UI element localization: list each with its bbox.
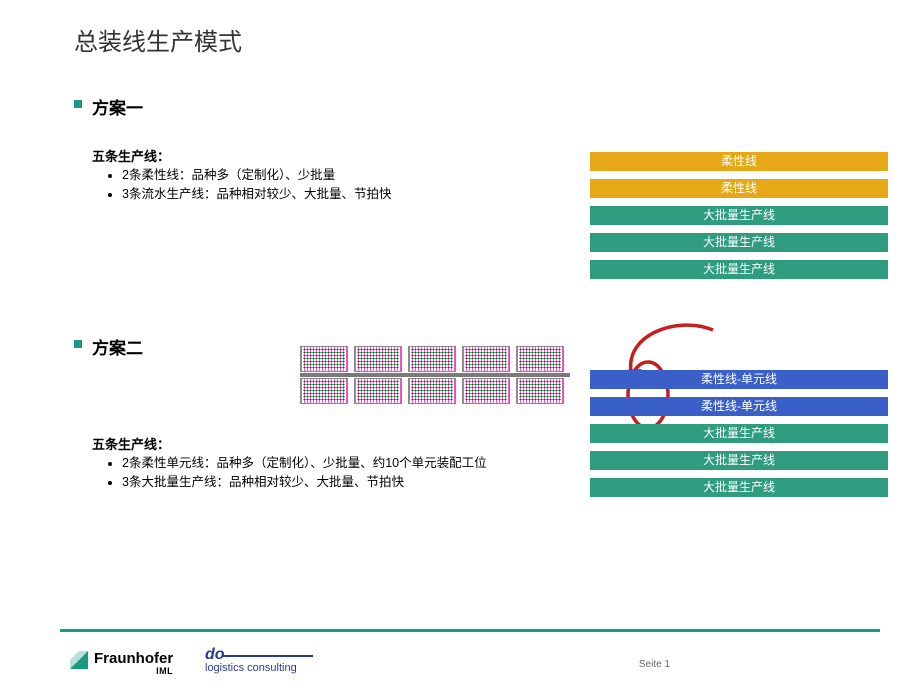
- production-line-bar: 大批量生产线: [590, 424, 888, 443]
- do-logo-sub: logistics consulting: [205, 662, 313, 674]
- assembly-cell-icon: [354, 346, 402, 372]
- production-line-bar: 大批量生产线: [590, 206, 888, 225]
- fraunhofer-logo-text: Fraunhofer: [94, 651, 173, 666]
- production-line-bar: 大批量生产线: [590, 233, 888, 252]
- do-logo-line-icon: [223, 655, 313, 657]
- assembly-cell-icon: [462, 378, 510, 404]
- plan2-bars: 柔性线-单元线柔性线-单元线大批量生产线大批量生产线大批量生产线: [590, 370, 888, 505]
- plan2-bullets: 2条柔性单元线：品种多（定制化）、少批量、约10个单元装配工位 3条大批量生产线…: [108, 454, 488, 492]
- assembly-cell-icon: [462, 346, 510, 372]
- page-number: Seite 1: [639, 659, 670, 670]
- list-item: 2条柔性单元线：品种多（定制化）、少批量、约10个单元装配工位: [122, 454, 488, 473]
- assembly-cell-icon: [300, 378, 348, 404]
- plan2-subhead: 五条生产线：: [92, 434, 170, 453]
- list-item: 2条柔性线：品种多（定制化）、少批量: [122, 166, 438, 185]
- assembly-cell-icon: [354, 378, 402, 404]
- production-line-bar: 大批量生产线: [590, 478, 888, 497]
- assembly-cell-icon: [300, 346, 348, 372]
- fraunhofer-logo: Fraunhofer IML: [70, 651, 173, 676]
- plan1-heading: 方案一: [74, 94, 143, 119]
- plan2-heading: 方案二: [74, 334, 143, 359]
- cluster-rail: [300, 373, 570, 377]
- bullet-icon: [74, 340, 82, 348]
- assembly-cell-icon: [516, 346, 564, 372]
- plan2-cell-diagram: [300, 346, 570, 404]
- fraunhofer-mark-icon: [70, 651, 88, 669]
- production-line-bar: 柔性线: [590, 152, 888, 171]
- fraunhofer-logo-sub: IML: [94, 666, 173, 676]
- plan1-subhead: 五条生产线：: [92, 146, 170, 165]
- plan1-bars: 柔性线柔性线大批量生产线大批量生产线大批量生产线: [590, 152, 888, 287]
- plan2-heading-text: 方案二: [92, 339, 143, 358]
- production-line-bar: 柔性线-单元线: [590, 370, 888, 389]
- assembly-cell-icon: [408, 346, 456, 372]
- plan1-heading-text: 方案一: [92, 99, 143, 118]
- plan1-bullets: 2条柔性线：品种多（定制化）、少批量 3条流水生产线：品种相对较少、大批量、节拍…: [108, 166, 438, 204]
- production-line-bar: 柔性线: [590, 179, 888, 198]
- do-logistics-logo: do logistics consulting: [205, 646, 313, 674]
- production-line-bar: 大批量生产线: [590, 451, 888, 470]
- footer-divider: [60, 629, 880, 632]
- assembly-cell-icon: [516, 378, 564, 404]
- list-item: 3条流水生产线：品种相对较少、大批量、节拍快: [122, 185, 438, 204]
- production-line-bar: 柔性线-单元线: [590, 397, 888, 416]
- slide-title: 总装线生产模式: [74, 22, 242, 57]
- production-line-bar: 大批量生产线: [590, 260, 888, 279]
- assembly-cell-icon: [408, 378, 456, 404]
- bullet-icon: [74, 100, 82, 108]
- list-item: 3条大批量生产线：品种相对较少、大批量、节拍快: [122, 473, 488, 492]
